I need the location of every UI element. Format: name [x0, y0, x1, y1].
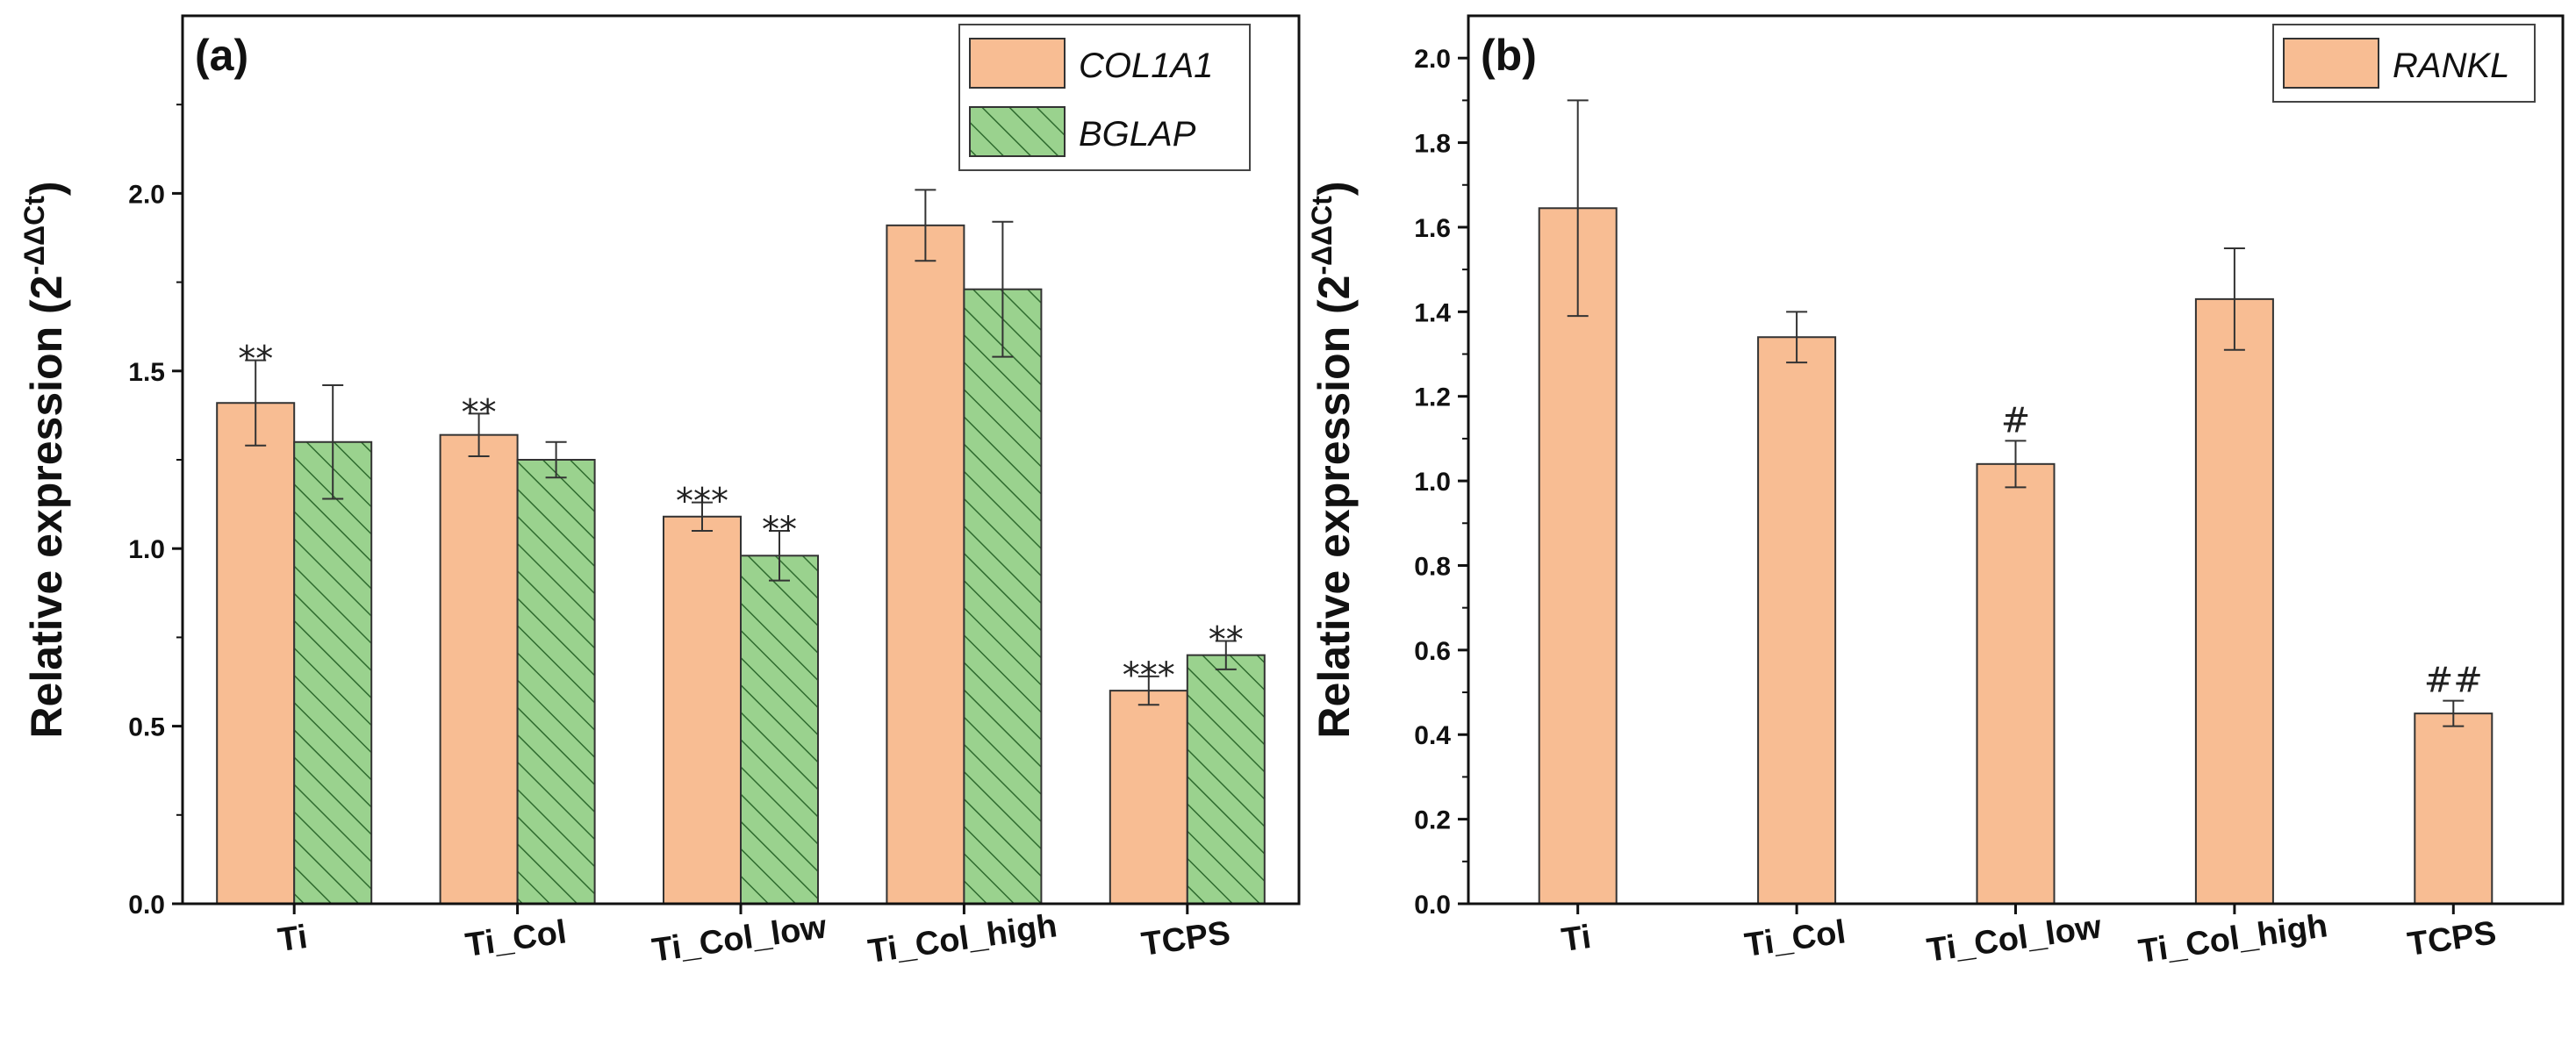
panel-label: (b) [1481, 31, 1537, 80]
bar-bglap-ti-col-low [740, 555, 819, 906]
x-category-label: Ti_Col_low [649, 908, 829, 969]
bar-col1a1-tcps [1109, 690, 1188, 905]
bar-col1a1-ti-col-low [663, 515, 742, 905]
significance-label: ** [1209, 619, 1244, 660]
x-category-label: Ti [276, 919, 310, 959]
bar-col1a1-ti-col [439, 433, 519, 905]
legend-label: BGLAP [1079, 115, 1196, 154]
x-category-label: TCPS [2406, 914, 2499, 963]
y-tick-label: 1.0 [128, 535, 165, 564]
significance-label: ** [762, 510, 797, 550]
x-category-label: Ti_Col_high [2136, 907, 2330, 970]
legend-swatch [969, 38, 1066, 89]
bar-bglap-ti-col-high [963, 288, 1043, 906]
y-tick-label: 0.6 [1414, 637, 1451, 666]
legend-swatch [969, 106, 1066, 157]
x-category-label: Ti_Col [463, 913, 569, 964]
y-tick-label: 0.2 [1414, 806, 1451, 835]
y-tick-label: 2.0 [1414, 45, 1451, 74]
significance-label: ## [2424, 661, 2483, 701]
y-axis-title: Relative expression (2-ΔΔCt) [18, 181, 71, 738]
x-category-label: Ti_Col_high [865, 907, 1059, 970]
y-tick-label: 1.6 [1414, 214, 1451, 243]
bar-rankl-ti-col [1757, 336, 1837, 905]
panel-label: (a) [195, 31, 248, 80]
bar-col1a1-ti [216, 402, 296, 905]
y-tick-label: 1.5 [128, 358, 165, 387]
y-axis-title-main: Relative expression (2 [22, 276, 71, 739]
bar-rankl-ti-col-high [2194, 297, 2274, 905]
bar-bglap-ti [293, 440, 373, 905]
bar-col1a1-ti-col-high [886, 224, 965, 906]
x-category-label: Ti_Col_low [1925, 908, 2104, 969]
panel-a-chart: 0.00.51.01.52.0**************Ti Ti_Col Ti_… [18, 14, 1301, 970]
bar-bglap-ti-col [516, 459, 596, 905]
significance-label: ** [462, 392, 497, 433]
legend-swatch [2283, 38, 2379, 89]
significance-label: ** [238, 340, 273, 380]
bar-rankl-ti [1538, 207, 1618, 905]
x-category-label: TCPS [1139, 914, 1232, 963]
y-tick-label: 1.4 [1414, 298, 1451, 327]
y-tick-label: 1.2 [1414, 383, 1451, 412]
x-category-label: Ti_Col [1742, 913, 1848, 964]
x-category-label: Ti [1560, 919, 1594, 959]
y-tick-label: 0.0 [1414, 891, 1451, 920]
y-axis-title-superscript: -ΔΔCt [1306, 196, 1338, 276]
y-axis-title-superscript: -ΔΔCt [18, 196, 50, 276]
y-tick-label: 0.4 [1414, 721, 1451, 750]
y-axis-title-main: Relative expression (2 [1310, 276, 1359, 739]
bar-rankl-tcps [2414, 712, 2493, 906]
significance-label: *** [676, 482, 728, 522]
legend-label: RANKL [2393, 47, 2509, 85]
bar-rankl-ti-col-low [1976, 462, 2056, 905]
y-axis-title-close: ) [1310, 181, 1359, 196]
significance-label: # [2001, 400, 2031, 440]
significance-label: *** [1123, 655, 1175, 696]
y-tick-label: 0.0 [128, 891, 165, 920]
y-tick-label: 1.8 [1414, 130, 1451, 159]
panel-b-chart: 0.00.20.40.60.81.01.21.41.61.82.0###Ti Ti… [1306, 14, 2565, 970]
legend-label: COL1A1 [1079, 47, 1213, 85]
y-axis-title-close: ) [22, 181, 71, 196]
y-axis-title: Relative expression (2-ΔΔCt) [1306, 181, 1359, 738]
y-tick-label: 0.5 [128, 713, 165, 742]
y-tick-label: 0.8 [1414, 552, 1451, 581]
y-tick-label: 2.0 [128, 180, 165, 209]
y-tick-label: 1.0 [1414, 468, 1451, 497]
bar-bglap-tcps [1186, 654, 1266, 905]
